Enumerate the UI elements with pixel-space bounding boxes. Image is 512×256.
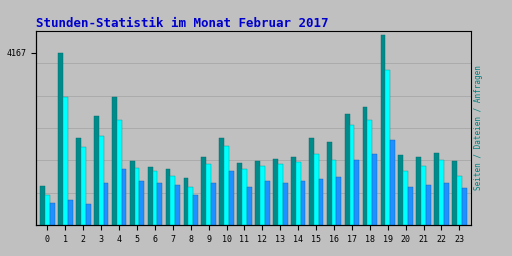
Bar <box>336 177 342 225</box>
Bar <box>350 125 354 225</box>
Y-axis label: Seiten / Dateien / Anfragen: Seiten / Dateien / Anfragen <box>474 66 483 190</box>
Bar <box>426 185 431 225</box>
Bar <box>121 168 126 225</box>
Bar <box>434 153 439 225</box>
Bar <box>40 186 45 225</box>
Bar <box>309 138 314 225</box>
Bar <box>68 200 73 225</box>
Bar <box>403 171 408 225</box>
Bar <box>390 140 395 225</box>
Bar <box>345 113 350 225</box>
Bar <box>242 169 247 225</box>
Bar <box>327 143 332 225</box>
Bar <box>76 138 81 225</box>
Bar <box>224 146 229 225</box>
Bar <box>63 97 68 225</box>
Bar <box>408 187 413 225</box>
Bar <box>421 166 426 225</box>
Bar <box>380 35 386 225</box>
Bar <box>354 160 359 225</box>
Bar <box>260 166 265 225</box>
Bar <box>117 120 121 225</box>
Bar <box>139 180 144 225</box>
Bar <box>206 164 211 225</box>
Bar <box>398 155 403 225</box>
Bar <box>278 164 283 225</box>
Bar <box>86 204 91 225</box>
Bar <box>237 163 242 225</box>
Bar <box>386 70 390 225</box>
Bar <box>45 196 50 225</box>
Bar <box>416 157 421 225</box>
Bar <box>462 188 466 225</box>
Bar <box>219 138 224 225</box>
Bar <box>332 160 336 225</box>
Bar <box>229 171 234 225</box>
Bar <box>296 162 301 225</box>
Bar <box>368 120 372 225</box>
Bar <box>81 147 86 225</box>
Bar <box>439 160 444 225</box>
Bar <box>130 161 135 225</box>
Bar <box>112 97 117 225</box>
Bar <box>175 185 180 225</box>
Bar <box>165 169 170 225</box>
Bar <box>457 176 462 225</box>
Bar <box>170 176 175 225</box>
Bar <box>265 180 270 225</box>
Bar <box>147 167 153 225</box>
Bar <box>283 183 288 225</box>
Bar <box>201 157 206 225</box>
Text: Stunden-Statistik im Monat Februar 2017: Stunden-Statistik im Monat Februar 2017 <box>36 17 328 29</box>
Bar <box>188 187 193 225</box>
Bar <box>157 183 162 225</box>
Bar <box>135 168 139 225</box>
Bar <box>99 136 103 225</box>
Bar <box>193 195 198 225</box>
Bar <box>372 154 377 225</box>
Bar <box>247 187 252 225</box>
Bar <box>94 115 99 225</box>
Bar <box>301 180 306 225</box>
Bar <box>291 157 296 225</box>
Bar <box>58 53 63 225</box>
Bar <box>183 178 188 225</box>
Bar <box>318 179 324 225</box>
Bar <box>452 161 457 225</box>
Bar <box>211 183 216 225</box>
Bar <box>362 107 368 225</box>
Bar <box>273 159 278 225</box>
Bar <box>103 183 109 225</box>
Bar <box>255 161 260 225</box>
Bar <box>153 172 157 225</box>
Bar <box>50 202 55 225</box>
Bar <box>444 183 449 225</box>
Bar <box>314 154 318 225</box>
